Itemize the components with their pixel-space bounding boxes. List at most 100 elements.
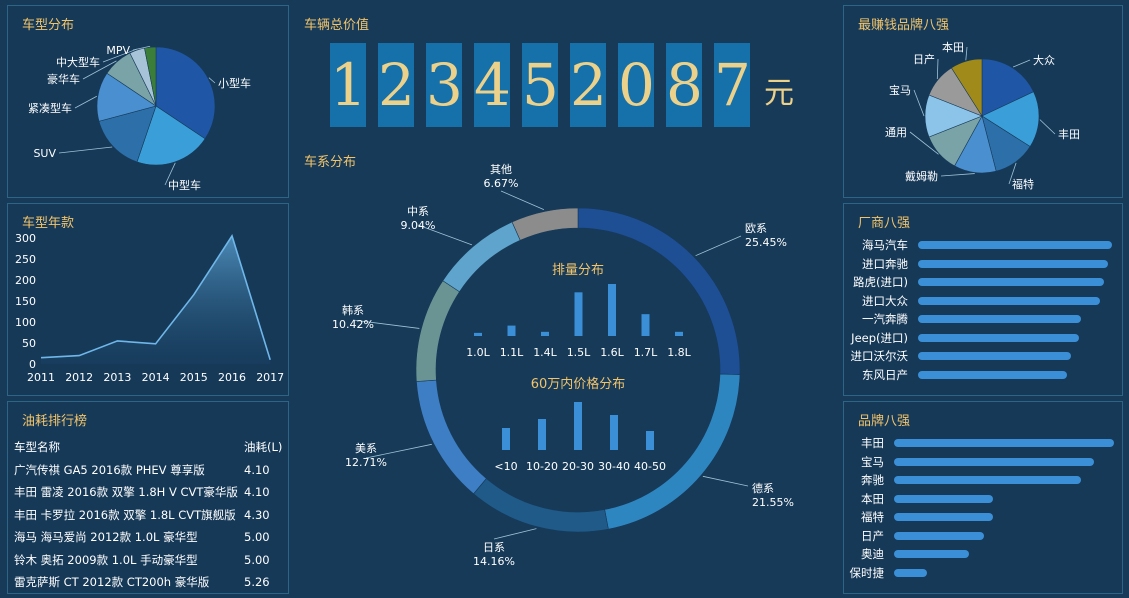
bar bbox=[918, 278, 1105, 286]
bar-label: 奔驰 bbox=[861, 473, 884, 487]
fuel-value: 5.26 bbox=[244, 575, 270, 590]
table-row: 丰田 雷凌 2016款 双擎 1.8H V CVT豪华版 4.10 bbox=[14, 481, 282, 504]
leader-line bbox=[695, 235, 742, 257]
displacement-tick-label: 1.0L bbox=[466, 346, 490, 359]
bar bbox=[894, 439, 1114, 447]
x-tick-label: 2013 bbox=[103, 371, 131, 384]
series-name-label: 韩系 bbox=[342, 303, 364, 317]
y-tick-label: 100 bbox=[15, 316, 36, 329]
leader-line bbox=[58, 146, 113, 154]
leader-line bbox=[352, 319, 420, 329]
bar bbox=[894, 531, 985, 540]
displacement-bar bbox=[474, 332, 482, 336]
bar-label: 路虎(进口) bbox=[853, 275, 908, 289]
model-name: 雷克萨斯 CT 2012款 CT200h 豪华版 bbox=[14, 575, 210, 590]
fuel-table-header: 车型名称 油耗(L) bbox=[14, 436, 282, 459]
leader-line bbox=[132, 45, 151, 51]
table-row: 海马 海马爱尚 2012款 1.0L 豪华型 5.00 bbox=[14, 526, 282, 549]
y-tick-label: 250 bbox=[15, 253, 36, 266]
x-tick-label: 2014 bbox=[142, 371, 170, 384]
bar-label: 海马汽车 bbox=[862, 238, 908, 252]
fuel-table: 车型名称 油耗(L) 广汽传祺 GA5 2016款 PHEV 尊享版 4.10 丰… bbox=[14, 436, 282, 594]
slice-label: 丰田 bbox=[1058, 128, 1080, 141]
header-fuel: 油耗(L) bbox=[244, 440, 283, 455]
leader-line bbox=[102, 48, 137, 63]
bar-label: 丰田 bbox=[861, 436, 884, 450]
price-title: 60万内价格分布 bbox=[531, 376, 626, 392]
series-name-label: 其他 bbox=[490, 163, 512, 176]
displacement-bar bbox=[574, 292, 583, 336]
leader-line bbox=[500, 190, 545, 210]
price-bar bbox=[538, 419, 546, 450]
brands-panel: 品牌八强 丰田 宝马 奔驰 本田 福特 日产 奥迪 保时捷 bbox=[843, 401, 1123, 594]
fuel-value: 4.30 bbox=[244, 507, 270, 522]
y-tick-label: 0 bbox=[29, 358, 36, 371]
leader-line bbox=[1012, 59, 1031, 68]
bar-label: 本田 bbox=[861, 491, 884, 506]
leader-line bbox=[909, 131, 939, 155]
leader-line bbox=[913, 89, 925, 117]
bar bbox=[918, 333, 1080, 342]
fuel-value: 4.10 bbox=[244, 462, 270, 477]
displacement-tick-label: 1.4L bbox=[533, 346, 557, 359]
model-name: 铃木 奥拓 2009款 1.0L 手动豪华型 bbox=[14, 552, 198, 567]
table-row: 雷克萨斯 CT 2012款 CT200h 豪华版 5.26 bbox=[14, 571, 282, 594]
pie-slice-4 bbox=[415, 280, 460, 382]
total-digit: 4 bbox=[474, 43, 511, 127]
pie-slice-6 bbox=[144, 46, 157, 107]
fuel-value: 5.00 bbox=[244, 552, 270, 567]
pie-slice-1 bbox=[604, 373, 741, 530]
total-digit: 5 bbox=[522, 43, 559, 127]
car-year-area-chart: 0 50 100 150 200 250 300 2011 2012 2013 2014 2015 20… bbox=[15, 232, 284, 384]
area-fill bbox=[41, 235, 271, 364]
pie-slice-2 bbox=[473, 478, 609, 533]
bar bbox=[894, 494, 993, 503]
bar bbox=[894, 476, 1081, 484]
series-name-label: 日系 bbox=[483, 541, 505, 554]
leader-line bbox=[1008, 162, 1017, 185]
total-digit: 8 bbox=[666, 43, 703, 127]
fuel-value: 4.10 bbox=[244, 485, 270, 500]
bar-label: 奥迪 bbox=[861, 547, 884, 561]
slice-label: 通用 bbox=[885, 126, 907, 139]
displacement-tick-label: 1.8L bbox=[667, 346, 691, 359]
displacement-tick-label: 1.6L bbox=[600, 346, 624, 359]
series-name-label: 德系 bbox=[752, 481, 774, 495]
leader-line bbox=[702, 475, 749, 487]
slice-label: 中大型车 bbox=[56, 55, 100, 69]
series-percent-label: 10.42% bbox=[332, 318, 374, 331]
series-percent-label: 6.67% bbox=[484, 177, 519, 190]
bar bbox=[894, 550, 969, 558]
bar-label: Jeep(进口) bbox=[851, 330, 908, 345]
series-percent-label: 12.71% bbox=[345, 456, 387, 469]
slice-label: 中型车 bbox=[168, 178, 201, 192]
slice-label: 戴姆勒 bbox=[905, 169, 938, 183]
displacement-bar bbox=[507, 325, 516, 336]
bar-label: 一汽奔腾 bbox=[862, 312, 908, 326]
header-model: 车型名称 bbox=[14, 440, 60, 455]
y-tick-label: 300 bbox=[15, 232, 36, 245]
y-tick-label: 150 bbox=[15, 295, 36, 308]
bar bbox=[918, 315, 1081, 323]
car-year-title: 车型年款 bbox=[22, 216, 75, 231]
makers-panel: 厂商八强 海马汽车 进口奔驰 路虎(进口) 进口大众 一汽奔腾 Jeep(进口) 进口沃尔沃… bbox=[843, 203, 1123, 396]
series-percent-label: 9.04% bbox=[401, 219, 436, 232]
displacement-bar bbox=[541, 331, 549, 336]
model-name: 丰田 卡罗拉 2016款 双擎 1.8L CVT旗舰版 bbox=[14, 507, 236, 522]
slice-label: 小型车 bbox=[218, 76, 251, 90]
displacement-bar bbox=[675, 331, 683, 336]
leader-line bbox=[208, 77, 216, 84]
bar-label: 进口大众 bbox=[862, 293, 908, 308]
total-digit: 2 bbox=[378, 43, 415, 127]
model-name: 丰田 雷凌 2016款 双擎 1.8H V CVT豪华版 bbox=[14, 485, 238, 500]
total-digit: 3 bbox=[426, 43, 463, 127]
series-percent-label: 14.16% bbox=[473, 555, 515, 568]
price-bar bbox=[574, 402, 582, 450]
leader-line bbox=[82, 60, 117, 80]
makers-title: 厂商八强 bbox=[858, 216, 911, 231]
series-title: 车系分布 bbox=[304, 155, 357, 170]
x-tick-label: 2015 bbox=[180, 371, 208, 384]
slice-label: 福特 bbox=[1012, 177, 1034, 191]
slice-label: 大众 bbox=[1033, 53, 1055, 67]
